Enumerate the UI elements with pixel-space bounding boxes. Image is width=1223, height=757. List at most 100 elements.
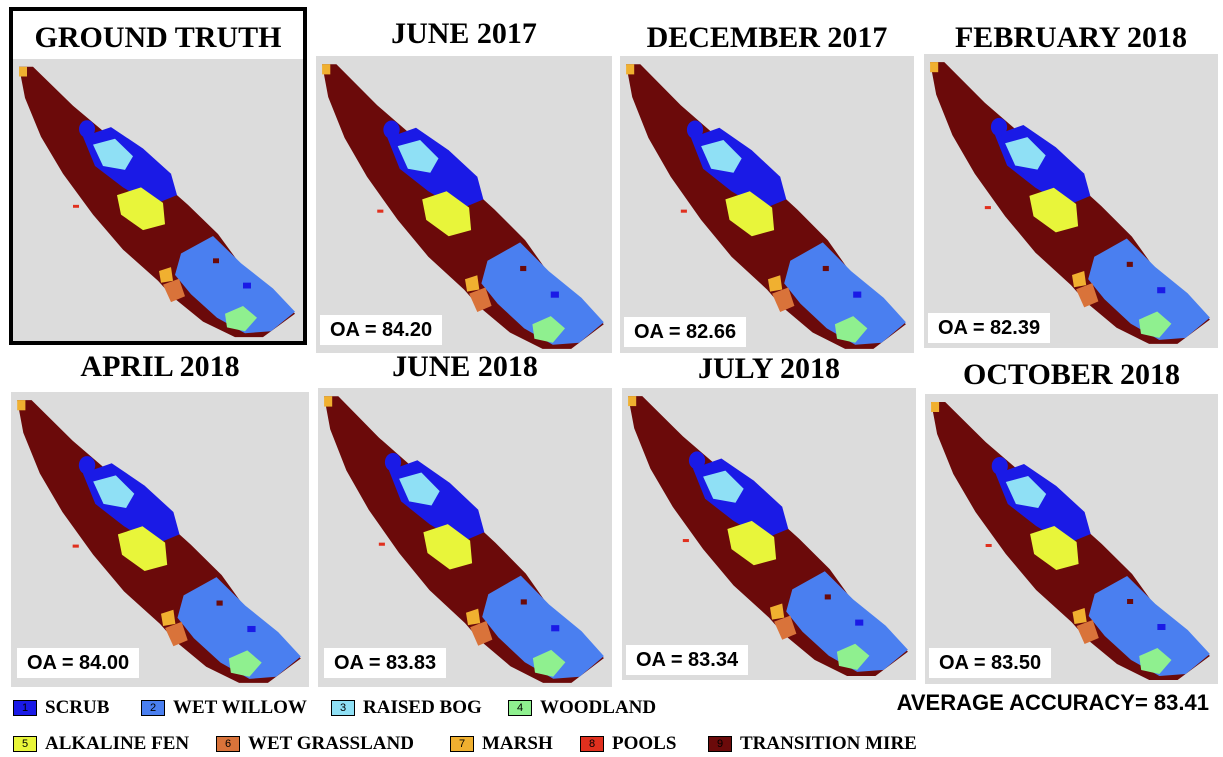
panel-december-2017: DECEMBER 2017 OA = 82.66 [620, 11, 914, 353]
legend-label: ALKALINE FEN [45, 733, 190, 754]
pools-patch [682, 539, 689, 543]
overall-accuracy-label: OA = 82.66 [624, 317, 747, 347]
scrub-patch [688, 451, 706, 470]
overall-accuracy-label: OA = 83.50 [929, 648, 1052, 678]
marsh-area [159, 267, 173, 283]
alkaline-fen-area [1030, 526, 1079, 570]
alkaline-fen-area [422, 191, 472, 237]
wet-willow-area [786, 571, 908, 672]
legend-item-woodland: 4 WOODLAND [508, 697, 656, 719]
legend-label: TRANSITION MIRE [740, 733, 917, 754]
marsh-patch [19, 66, 27, 77]
marsh-area [1072, 608, 1087, 624]
scrub-speck [853, 291, 862, 298]
marsh-patch [626, 64, 635, 75]
marsh-patch [322, 64, 331, 75]
woodland-area [1139, 648, 1172, 674]
marsh-patch [324, 396, 333, 407]
raised-bog-area [1005, 137, 1046, 170]
classification-map [13, 59, 303, 341]
classification-map [11, 392, 309, 687]
legend-swatch: 9 [708, 736, 732, 752]
scrub-speck [1157, 624, 1166, 630]
scrub-patch [991, 457, 1008, 475]
pools-patch [378, 542, 385, 546]
wet-willow-area [481, 242, 604, 345]
scrub-patch [384, 452, 402, 472]
legend-swatch: 1 [13, 700, 37, 716]
scrub-patch [79, 120, 95, 138]
scrub-speck [551, 625, 560, 632]
wet-grassland-area [469, 287, 492, 312]
alkaline-fen-area [423, 524, 473, 570]
mire-speck [520, 265, 527, 272]
marsh-area [465, 275, 480, 292]
mire-speck [824, 594, 831, 600]
wet-willow-area [1088, 576, 1210, 676]
panel-title: FEBRUARY 2018 [954, 21, 1187, 54]
alkaline-fen-area [117, 526, 168, 571]
scrub-patch [78, 456, 96, 475]
legend-swatch: 8 [580, 736, 604, 752]
wet-grassland-area [774, 615, 797, 640]
raised-bog-area [93, 138, 133, 170]
marsh-patch [930, 62, 939, 73]
raised-bog-area [397, 140, 439, 173]
legend-swatch: 3 [331, 700, 355, 716]
overall-accuracy-label: OA = 82.39 [928, 313, 1051, 343]
legend-item-wet-willow: 2 WET WILLOW [141, 697, 307, 719]
legend-swatch: 6 [216, 736, 240, 752]
classification-map [622, 388, 916, 680]
mire-speck [1126, 261, 1133, 267]
marsh-patch [931, 402, 940, 412]
marsh-area [770, 603, 785, 620]
legend-label: MARSH [482, 733, 553, 754]
legend-label: SCRUB [45, 697, 110, 718]
wet-willow-area [175, 236, 295, 334]
wet-willow-area [1088, 238, 1210, 340]
map-svg [931, 402, 1210, 680]
marsh-patch [17, 400, 26, 411]
panel-title: DECEMBER 2017 [646, 21, 888, 54]
marsh-area [466, 608, 481, 626]
raised-bog-area [93, 475, 135, 508]
legend-label: RAISED BOG [363, 697, 482, 718]
map-svg [322, 64, 604, 349]
marsh-area [768, 275, 783, 292]
woodland-area [225, 306, 257, 332]
wet-willow-area [784, 242, 906, 345]
wet-grassland-area [470, 621, 493, 646]
wet-grassland-area [1076, 283, 1099, 308]
map-svg [626, 64, 906, 349]
legend-item-scrub: 1 SCRUB [13, 697, 109, 719]
wet-grassland-area [1076, 620, 1099, 644]
mire-speck [213, 258, 219, 264]
pools-patch [680, 209, 687, 213]
legend-item-raised-bog: 3 RAISED BOG [331, 697, 482, 719]
legend-swatch: 5 [13, 736, 37, 752]
pools-patch [72, 544, 79, 548]
average-accuracy: AVERAGE ACCURACY= 83.41 [896, 690, 1209, 715]
raised-bog-area [399, 472, 440, 506]
panel-title: OCTOBER 2018 [963, 358, 1180, 391]
pools-patch [984, 206, 991, 210]
alkaline-fen-area [725, 191, 775, 237]
panel-title: APRIL 2018 [80, 350, 240, 383]
legend-label: POOLS [612, 733, 677, 754]
woodland-area [228, 650, 262, 677]
legend-item-wet-grassland: 6 WET GRASSLAND [216, 733, 414, 755]
overall-accuracy-label: OA = 84.20 [320, 315, 443, 345]
scrub-speck [1157, 287, 1166, 294]
marsh-area [161, 609, 176, 626]
scrub-patch [686, 120, 704, 139]
panel-february-2018: FEBRUARY 2018 OA = 82.39 [924, 11, 1218, 348]
overall-accuracy-label: OA = 83.83 [324, 648, 447, 678]
alkaline-fen-area [727, 520, 777, 566]
alkaline-fen-area [1029, 187, 1079, 233]
mire-speck [1127, 599, 1134, 604]
classification-map [318, 388, 612, 687]
mire-speck [520, 599, 527, 605]
panel-october-2018: OCTOBER 2018 OA = 83.50 [925, 356, 1218, 684]
wet-willow-area [177, 577, 301, 679]
panel-ground-truth: GROUND TRUTH [13, 11, 303, 341]
